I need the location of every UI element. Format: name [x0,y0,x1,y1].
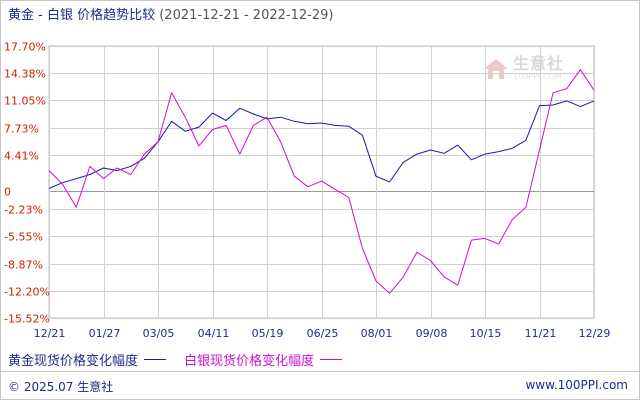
grid [48,45,595,319]
legend-gold-swatch [144,359,167,360]
x-tick-label: 05/19 [252,327,284,340]
x-tick-label: 12/29 [579,327,611,340]
chart-title: 黄金 - 白银 价格趋势比较 (2021-12-21 - 2022-12-29) [8,4,333,23]
plot-area [48,45,595,319]
y-tick-label: 0 [4,186,11,199]
x-tick-label: 12/21 [34,327,66,340]
y-tick-label: 7.73% [4,123,39,136]
legend-gold-label: 黄金现货价格变化幅度 [8,354,139,369]
x-tick-label: 11/21 [525,327,557,340]
x-tick-label: 04/11 [198,327,230,340]
silver-series-line [48,69,595,294]
legend-item-silver: 白银现货价格变化幅度 [184,350,343,369]
watermark-sub: 100PPI.COM [513,72,562,81]
y-tick-label: -8.87% [4,259,43,272]
x-tick-label: 09/08 [416,327,448,340]
y-tick-label: 11.05% [4,95,46,108]
y-tick-label: -12.20% [4,286,50,299]
date-range: (2021-12-21 - 2022-12-29) [159,8,334,23]
watermark-text: 生意社 [513,54,565,73]
x-axis: 12/21 01/27 03/05 04/11 05/19 06/25 08/01 09/08… [34,327,611,340]
y-tick-label: -5.55% [4,231,43,244]
y-tick-label: 17.70% [4,41,46,54]
legend-silver-label: 白银现货价格变化幅度 [184,354,315,369]
legend-item-gold: 黄金现货价格变化幅度 [8,350,167,369]
title-text: 黄金 - 白银 价格趋势比较 [8,8,156,23]
x-tick-label: 08/01 [361,327,393,340]
y-tick-label: 14.38% [4,68,46,81]
footer-divider [0,371,640,372]
x-tick-label: 06/25 [307,327,339,340]
footer-copyright: © 2025.07 生意社 [8,380,114,394]
legend: 黄金现货价格变化幅度 白银现货价格变化幅度 [8,350,356,369]
x-tick-label: 03/05 [143,327,175,340]
gold-series-line [48,100,595,189]
line-chart: 17.70% 14.38% 11.05% 7.73% 4.41% 0 -2.23% -5.55… [4,41,611,341]
y-axis: 17.70% 14.38% 11.05% 7.73% 4.41% 0 -2.23% -5.55… [4,41,50,326]
legend-silver-swatch [320,359,343,360]
series-lines [48,69,595,294]
footer-site-link[interactable]: www.100PPI.com [525,378,628,392]
y-tick-label: 4.41% [4,150,39,163]
x-tick-label: 01/27 [89,327,121,340]
x-tick-label: 10/15 [470,327,502,340]
y-tick-label: -2.23% [4,204,43,217]
y-tick-label: -15.52% [4,313,50,326]
